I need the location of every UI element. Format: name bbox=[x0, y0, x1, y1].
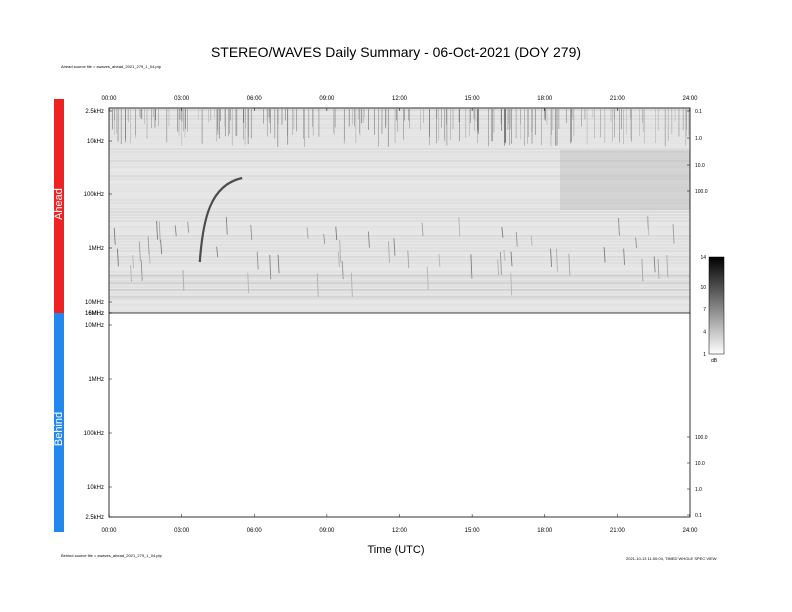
ahead-y-tick-label: 16MHz bbox=[85, 311, 104, 317]
ahead-y-tick-label: 10kHz bbox=[87, 139, 104, 145]
behind-right-tick-label: 0.1 bbox=[695, 513, 702, 519]
ahead-y-tick-label: 10MHz bbox=[85, 300, 104, 306]
colorbar-tick-label: 14 bbox=[700, 255, 706, 261]
behind-side-bar: Behind bbox=[53, 313, 65, 532]
behind-y-tick-label: 16MHz bbox=[85, 311, 104, 317]
behind-y-tick-label: 10MHz bbox=[85, 323, 104, 329]
behind-right-tick-label: 1.0 bbox=[695, 487, 702, 493]
x-tick-label-bottom: 24:00 bbox=[682, 528, 698, 534]
x-tick-label-bottom: 18:00 bbox=[537, 528, 553, 534]
x-tick-label-bottom: 06:00 bbox=[247, 528, 263, 534]
behind-y-tick-label: 100kHz bbox=[84, 431, 104, 437]
ahead-y-tick-label: 2.5kHz bbox=[85, 109, 104, 115]
x-tick-label-top: 15:00 bbox=[465, 96, 481, 102]
x-tick-label-bottom: 21:00 bbox=[610, 528, 626, 534]
x-tick-label-top: 12:00 bbox=[392, 96, 408, 102]
colorbar bbox=[708, 256, 725, 355]
colorbar-tick-label: 4 bbox=[703, 330, 706, 336]
chart-title: STEREO/WAVES Daily Summary - 06-Oct-2021… bbox=[210, 44, 582, 60]
ahead-spectrogram bbox=[109, 108, 690, 313]
x-tick-label-top: 21:00 bbox=[610, 96, 626, 102]
ahead-y-tick-label: 1MHz bbox=[88, 246, 104, 252]
x-tick-label-top: 00:00 bbox=[101, 96, 117, 102]
ahead-right-tick-label: 100.0 bbox=[695, 189, 708, 195]
ahead-right-tick-label: 0.1 bbox=[695, 109, 702, 115]
ahead-right-tick-label: 10.0 bbox=[695, 163, 705, 169]
behind-right-tick-label: 100.0 bbox=[695, 435, 708, 441]
x-tick-label-top: 09:00 bbox=[319, 96, 335, 102]
ahead-right-tick-label: 1.0 bbox=[695, 136, 702, 142]
type-iii-burst bbox=[198, 176, 243, 263]
x-tick-label-top: 18:00 bbox=[537, 96, 553, 102]
colorbar-unit: dB bbox=[711, 358, 718, 364]
x-tick-label-bottom: 03:00 bbox=[174, 528, 190, 534]
x-tick-label-bottom: 12:00 bbox=[392, 528, 408, 534]
ahead-y-tick-label: 100kHz bbox=[84, 192, 104, 198]
colorbar-tick-label: 1 bbox=[703, 352, 706, 358]
behind-y-tick-label: 2.5kHz bbox=[85, 515, 104, 521]
ahead-side-bar: Ahead bbox=[53, 99, 65, 313]
x-tick-label-top: 24:00 bbox=[682, 96, 698, 102]
behind-y-tick-label: 10kHz bbox=[87, 485, 104, 491]
ahead-source-note: Ahead source file = swaves_ahead_2021_27… bbox=[61, 64, 161, 69]
behind-spectrogram bbox=[109, 313, 690, 517]
x-tick-label-top: 06:00 bbox=[247, 96, 263, 102]
footer-timestamp: 2021-10-13 11:00:04, TIMED WHOLE SPEC VI… bbox=[626, 556, 717, 561]
x-tick-label-bottom: 09:00 bbox=[319, 528, 335, 534]
colorbar-tick-label: 7 bbox=[703, 307, 706, 313]
colorbar-tick-label: 10 bbox=[700, 285, 706, 291]
x-tick-label-bottom: 15:00 bbox=[465, 528, 481, 534]
behind-y-tick-label: 1MHz bbox=[88, 377, 104, 383]
x-tick-label-top: 03:00 bbox=[174, 96, 190, 102]
x-tick-label-bottom: 00:00 bbox=[101, 528, 117, 534]
x-axis-label: Time (UTC) bbox=[367, 544, 425, 556]
behind-source-note: Behind source file = swaves_ahead_2021_2… bbox=[61, 553, 162, 558]
behind-right-tick-label: 10.0 bbox=[695, 461, 705, 467]
